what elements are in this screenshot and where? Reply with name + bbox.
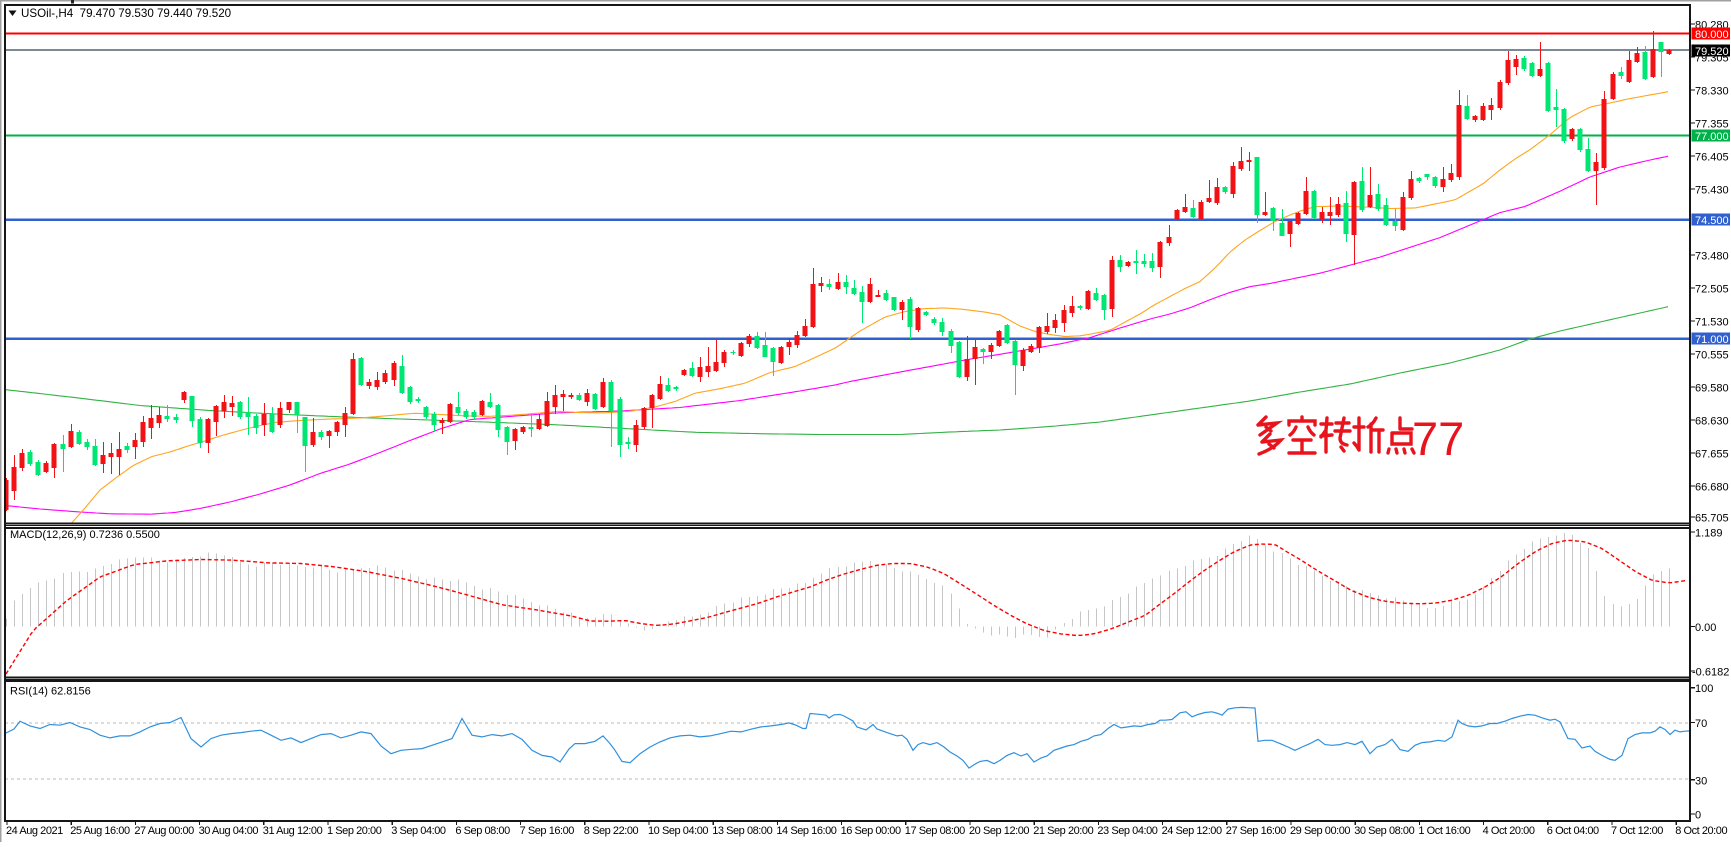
svg-text:6 Sep 08:00: 6 Sep 08:00 xyxy=(455,825,510,837)
svg-text:69.580: 69.580 xyxy=(1695,383,1729,395)
svg-text:8 Sep 22:00: 8 Sep 22:00 xyxy=(584,825,639,837)
svg-text:100: 100 xyxy=(1695,683,1713,695)
svg-text:13 Sep 08:00: 13 Sep 08:00 xyxy=(712,825,772,837)
svg-text:70: 70 xyxy=(1695,718,1707,730)
svg-text:1 Oct 16:00: 1 Oct 16:00 xyxy=(1418,825,1470,837)
svg-text:75.430: 75.430 xyxy=(1695,185,1729,197)
svg-text:MACD(12,26,9) 0.7236 0.5500: MACD(12,26,9) 0.7236 0.5500 xyxy=(10,529,160,541)
svg-text:79.520: 79.520 xyxy=(1695,46,1729,58)
svg-text:73.480: 73.480 xyxy=(1695,251,1729,263)
svg-text:-0.6182: -0.6182 xyxy=(1692,667,1729,679)
svg-text:76.405: 76.405 xyxy=(1695,152,1729,164)
svg-text:16 Sep 00:00: 16 Sep 00:00 xyxy=(841,825,901,837)
svg-text:0: 0 xyxy=(1695,810,1701,822)
svg-text:1 Sep 20:00: 1 Sep 20:00 xyxy=(327,825,382,837)
svg-text:29 Sep 00:00: 29 Sep 00:00 xyxy=(1290,825,1350,837)
svg-text:8 Oct 20:00: 8 Oct 20:00 xyxy=(1675,825,1727,837)
svg-text:70.555: 70.555 xyxy=(1695,350,1729,362)
svg-text:RSI(14) 62.8156: RSI(14) 62.8156 xyxy=(10,686,91,698)
svg-text:10 Sep 04:00: 10 Sep 04:00 xyxy=(648,825,708,837)
svg-text:7 Oct 12:00: 7 Oct 12:00 xyxy=(1611,825,1663,837)
svg-text:77: 77 xyxy=(1412,412,1464,465)
svg-text:27 Sep 16:00: 27 Sep 16:00 xyxy=(1226,825,1286,837)
svg-text:4 Oct 20:00: 4 Oct 20:00 xyxy=(1483,825,1535,837)
svg-text:77.000: 77.000 xyxy=(1695,131,1729,143)
svg-text:24 Aug 2021: 24 Aug 2021 xyxy=(6,825,63,837)
svg-text:3 Sep 04:00: 3 Sep 04:00 xyxy=(391,825,446,837)
svg-text:23 Sep 04:00: 23 Sep 04:00 xyxy=(1097,825,1157,837)
svg-text:80.000: 80.000 xyxy=(1695,29,1729,41)
svg-text:67.655: 67.655 xyxy=(1695,449,1729,461)
svg-text:0.00: 0.00 xyxy=(1695,622,1716,634)
svg-text:25 Aug 16:00: 25 Aug 16:00 xyxy=(70,825,130,837)
svg-text:31 Aug 12:00: 31 Aug 12:00 xyxy=(263,825,323,837)
svg-text:14 Sep 16:00: 14 Sep 16:00 xyxy=(776,825,836,837)
svg-text:17 Sep 08:00: 17 Sep 08:00 xyxy=(905,825,965,837)
svg-text:6 Oct 04:00: 6 Oct 04:00 xyxy=(1547,825,1599,837)
svg-text:68.630: 68.630 xyxy=(1695,416,1729,428)
svg-text:27 Aug 00:00: 27 Aug 00:00 xyxy=(134,825,194,837)
svg-text:72.505: 72.505 xyxy=(1695,284,1729,296)
svg-text:30: 30 xyxy=(1695,775,1707,787)
svg-text:24 Sep 12:00: 24 Sep 12:00 xyxy=(1162,825,1222,837)
svg-text:7 Sep 16:00: 7 Sep 16:00 xyxy=(520,825,575,837)
svg-text:71.530: 71.530 xyxy=(1695,317,1729,329)
svg-text:66.680: 66.680 xyxy=(1695,482,1729,494)
svg-text:21 Sep 20:00: 21 Sep 20:00 xyxy=(1033,825,1093,837)
svg-text:71.000: 71.000 xyxy=(1695,334,1729,346)
svg-text:20 Sep 12:00: 20 Sep 12:00 xyxy=(969,825,1029,837)
svg-text:30 Aug 04:00: 30 Aug 04:00 xyxy=(199,825,259,837)
svg-text:USOil-,H4 79.470 79.530 79.44: USOil-,H4 79.470 79.530 79.440 79.520 xyxy=(21,7,231,20)
svg-text:1.189: 1.189 xyxy=(1695,528,1723,540)
svg-text:65.705: 65.705 xyxy=(1695,513,1729,525)
svg-text:74.500: 74.500 xyxy=(1695,215,1729,227)
svg-text:78.330: 78.330 xyxy=(1695,86,1729,98)
svg-text:30 Sep 08:00: 30 Sep 08:00 xyxy=(1354,825,1414,837)
svg-text:77.355: 77.355 xyxy=(1695,119,1729,131)
